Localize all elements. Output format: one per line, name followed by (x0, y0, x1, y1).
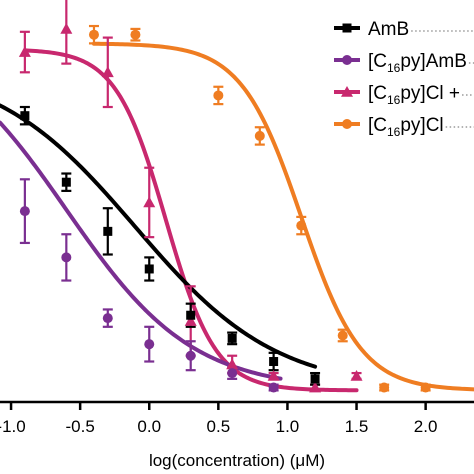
series-3-point-1 (18, 46, 31, 57)
data-points (18, 22, 431, 393)
legend-item-2-label: [C16py]AmB (368, 51, 467, 75)
series-3-point-6 (226, 358, 239, 370)
series-4-point-1 (88, 29, 99, 40)
x-tick-label-7: 2.0 (414, 417, 438, 436)
series-1-point-3 (103, 226, 113, 236)
x-axis: -1.0 -0.5 0.0 0.5 1.0 1.5 2.0 (0, 400, 474, 436)
series-4-point-3 (213, 90, 224, 101)
fitted-curves (0, 41, 474, 393)
series-4-point-4 (254, 130, 265, 141)
series-3-point-2 (60, 22, 73, 34)
series-2-point-2 (61, 252, 72, 263)
series-3-point-9 (350, 369, 363, 381)
series-2-point-4 (144, 339, 155, 350)
series-1-point-4 (144, 264, 154, 274)
legend-item-1-marker (342, 23, 352, 33)
series-2-point-5 (185, 350, 196, 361)
x-tick-label-6: 1.5 (345, 417, 369, 436)
legend-item-4-label: [C16py]Cl (368, 115, 444, 139)
legend-item-4-marker (342, 119, 352, 129)
series-1-point-6 (227, 333, 237, 343)
series-4-point-6 (337, 330, 348, 341)
x-axis-title: log(concentration) (μM) (149, 451, 325, 470)
legend-item-1-label: AmB (368, 19, 409, 40)
series-4-point-8 (420, 382, 431, 393)
x-tick-label-4: 0.5 (207, 417, 231, 436)
series-1-fit-curve (0, 103, 318, 369)
series-3-point-4 (143, 196, 156, 208)
series-4-point-5 (296, 220, 307, 231)
series-3-point-8 (309, 381, 322, 393)
series-2-point-3 (102, 313, 113, 324)
series-1-point-1 (20, 111, 30, 121)
x-tick-label-1: -1.0 (0, 417, 26, 436)
series-4-fit-curve (91, 41, 474, 392)
series-3-point-7 (267, 369, 280, 381)
series-4-point-2 (130, 29, 141, 40)
series-1-point-2 (61, 177, 71, 187)
series-2-point-1 (19, 206, 30, 217)
legend-item-2-marker (342, 55, 352, 65)
series-1-point-7 (269, 357, 279, 367)
series-2-point-6 (227, 368, 238, 379)
x-tick-label-2: -0.5 (66, 417, 95, 436)
series-1-point-5 (186, 310, 196, 320)
legend-item-3-label: [C16py]Cl + (368, 83, 460, 107)
legend-item-3-marker (341, 86, 353, 97)
series-1-point-8 (310, 374, 320, 384)
series-2-fit-curve (0, 120, 283, 381)
series-2-point-7 (268, 382, 279, 393)
x-tick-label-5: 1.0 (276, 417, 300, 436)
series-3-point-5 (184, 315, 197, 326)
x-tick-label-3: 0.0 (137, 417, 161, 436)
legend: AmB [C16py]AmB [C16py]Cl + [C16py]Cl (334, 19, 474, 139)
series-4-point-7 (379, 382, 390, 393)
series-3-point-3 (101, 66, 114, 78)
